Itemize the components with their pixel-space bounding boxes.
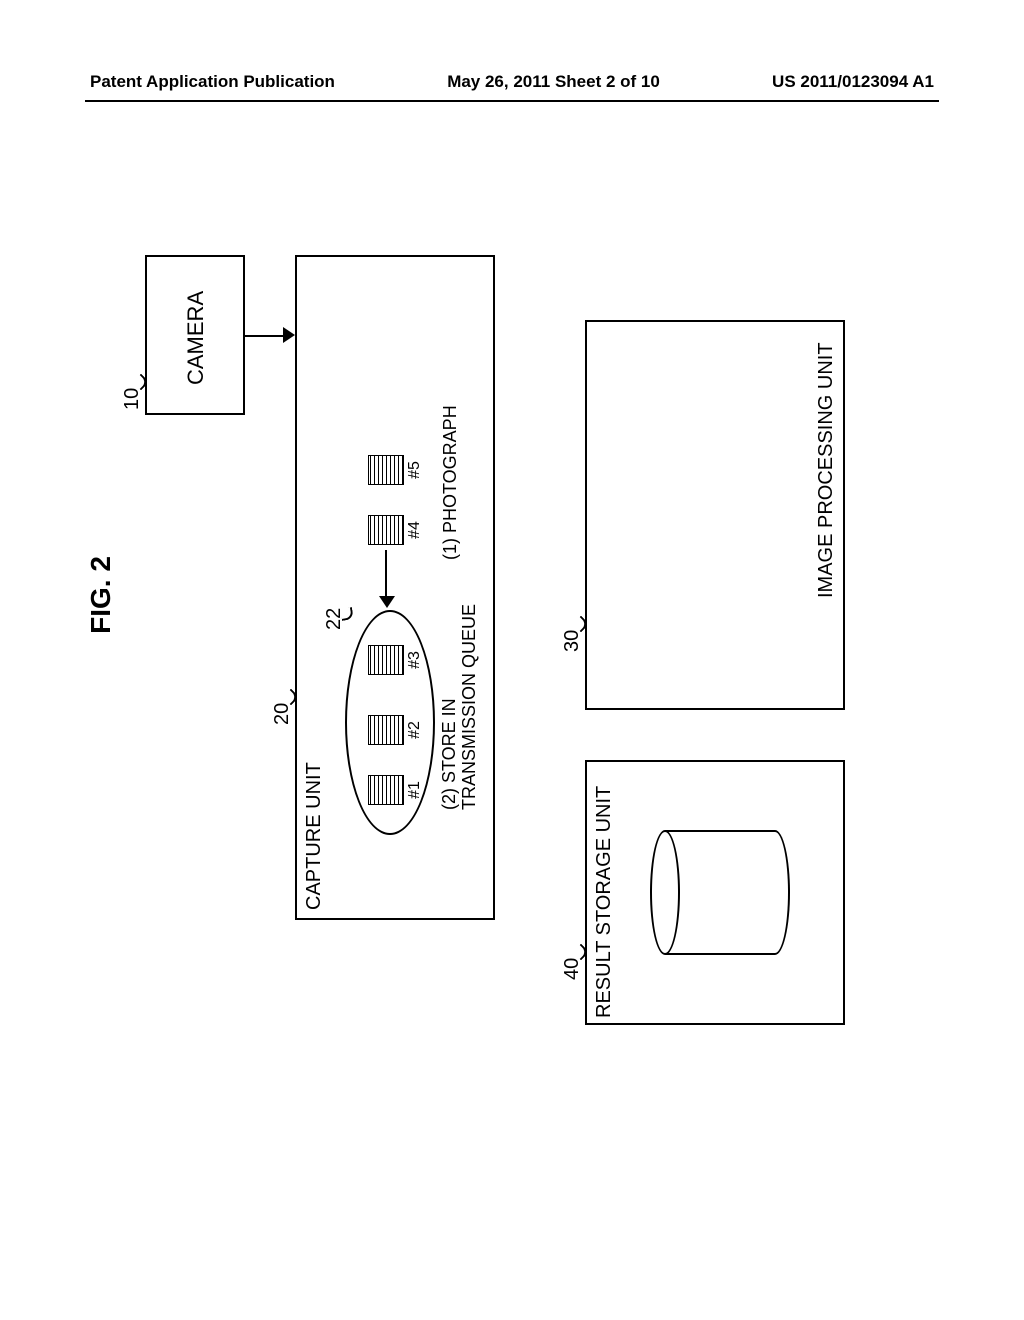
frame-4-label: #4 bbox=[406, 515, 424, 545]
result-storage-label: RESULT STORAGE UNIT bbox=[593, 786, 616, 1018]
header-rule bbox=[85, 100, 939, 102]
frame-3 bbox=[368, 645, 404, 675]
result-storage-ref: 40 bbox=[561, 958, 584, 980]
arrow-frames-head bbox=[379, 596, 395, 608]
capture-unit-ref: 20 bbox=[271, 703, 294, 725]
header-mid: May 26, 2011 Sheet 2 of 10 bbox=[447, 72, 660, 92]
frame-3-label: #3 bbox=[406, 645, 424, 675]
frame-1 bbox=[368, 775, 404, 805]
camera-label: CAMERA bbox=[183, 291, 209, 385]
figure-title: FIG. 2 bbox=[85, 556, 117, 634]
image-processing-box bbox=[585, 320, 845, 710]
frame-5-label: #5 bbox=[406, 455, 424, 485]
annotation-store: (2) STORE IN TRANSMISSION QUEUE bbox=[440, 604, 480, 810]
frame-2-label: #2 bbox=[406, 715, 424, 745]
arrow-camera-capture bbox=[245, 335, 287, 337]
arrow-camera-capture-head bbox=[283, 327, 295, 343]
header-left: Patent Application Publication bbox=[90, 72, 335, 92]
frame-1-label: #1 bbox=[406, 775, 424, 805]
image-processing-ref: 30 bbox=[561, 630, 584, 652]
camera-ref: 10 bbox=[121, 388, 144, 410]
arrow-frames bbox=[385, 550, 387, 598]
header-right: US 2011/0123094 A1 bbox=[772, 72, 934, 92]
annotation-photograph: (1) PHOTOGRAPH bbox=[440, 405, 461, 560]
image-processing-label: IMAGE PROCESSING UNIT bbox=[815, 342, 838, 598]
storage-cylinder-icon bbox=[665, 830, 790, 955]
page-header: Patent Application Publication May 26, 2… bbox=[0, 72, 1024, 92]
capture-unit-label: CAPTURE UNIT bbox=[303, 762, 326, 910]
frame-4 bbox=[368, 515, 404, 545]
frame-2 bbox=[368, 715, 404, 745]
figure-2: FIG. 2 CAMERA 10 CAPTURE UNIT 20 22 #1 #… bbox=[85, 220, 945, 970]
frame-5 bbox=[368, 455, 404, 485]
